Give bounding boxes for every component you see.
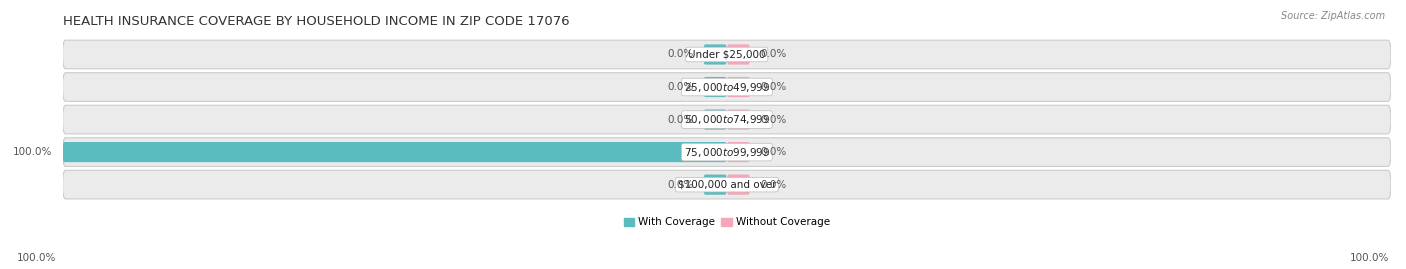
Text: $50,000 to $74,999: $50,000 to $74,999 [683, 113, 770, 126]
Text: $25,000 to $49,999: $25,000 to $49,999 [683, 80, 770, 94]
Text: 100.0%: 100.0% [13, 147, 52, 157]
FancyBboxPatch shape [727, 175, 749, 195]
FancyBboxPatch shape [62, 73, 1391, 101]
FancyBboxPatch shape [703, 77, 727, 97]
FancyBboxPatch shape [727, 44, 749, 65]
FancyBboxPatch shape [62, 142, 727, 162]
Text: 100.0%: 100.0% [1350, 253, 1389, 263]
FancyBboxPatch shape [62, 138, 1391, 167]
Text: HEALTH INSURANCE COVERAGE BY HOUSEHOLD INCOME IN ZIP CODE 17076: HEALTH INSURANCE COVERAGE BY HOUSEHOLD I… [62, 15, 569, 28]
Text: 0.0%: 0.0% [761, 115, 786, 125]
Text: Under $25,000: Under $25,000 [688, 49, 765, 59]
Text: $100,000 and over: $100,000 and over [678, 180, 776, 190]
FancyBboxPatch shape [62, 105, 1391, 134]
Text: 0.0%: 0.0% [668, 115, 693, 125]
Text: 100.0%: 100.0% [17, 253, 56, 263]
FancyBboxPatch shape [703, 109, 727, 130]
Text: 0.0%: 0.0% [668, 49, 693, 59]
FancyBboxPatch shape [727, 142, 749, 162]
FancyBboxPatch shape [703, 175, 727, 195]
Text: 0.0%: 0.0% [668, 82, 693, 92]
Text: 0.0%: 0.0% [761, 180, 786, 190]
Legend: With Coverage, Without Coverage: With Coverage, Without Coverage [619, 213, 834, 232]
Text: 0.0%: 0.0% [668, 180, 693, 190]
Text: $75,000 to $99,999: $75,000 to $99,999 [683, 146, 770, 159]
FancyBboxPatch shape [727, 109, 749, 130]
FancyBboxPatch shape [62, 40, 1391, 69]
Text: 0.0%: 0.0% [761, 147, 786, 157]
FancyBboxPatch shape [62, 170, 1391, 199]
Text: Source: ZipAtlas.com: Source: ZipAtlas.com [1281, 11, 1385, 21]
Text: 0.0%: 0.0% [761, 49, 786, 59]
Text: 0.0%: 0.0% [761, 82, 786, 92]
FancyBboxPatch shape [727, 77, 749, 97]
FancyBboxPatch shape [703, 44, 727, 65]
